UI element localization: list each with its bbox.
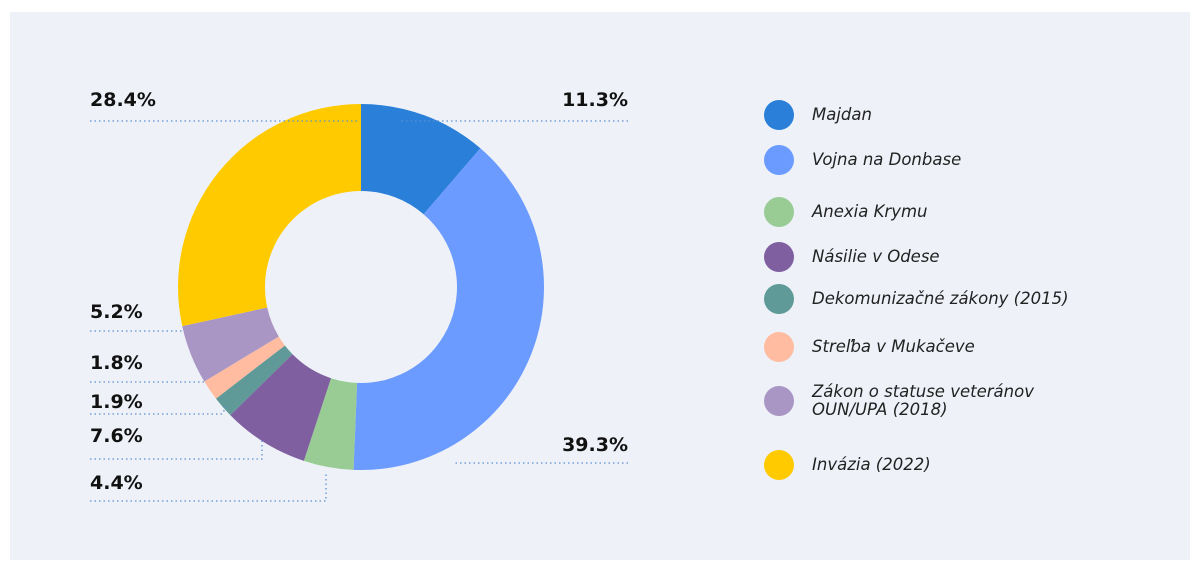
slice [177,104,361,327]
legend-label: Zákon o statuse veteránov OUN/UPA (2018) [812,382,1034,419]
slice [204,336,285,399]
legend-item: Majdan [764,100,1104,130]
legend-swatch [764,242,794,272]
value-label: 39.3% [562,434,628,456]
legend-item: Dekomunizačné zákony (2015) [764,284,1104,314]
legend-label: Vojna na Donbase [812,150,962,169]
legend-item: Streľba v Mukačeve [764,332,1104,362]
legend-swatch [764,332,794,362]
leader-line [90,403,229,415]
slice [303,378,358,470]
value-label: 11.3% [562,89,628,111]
legend-item: Zákon o statuse veteránov OUN/UPA (2018) [764,383,1104,419]
value-label: 5.2% [90,301,143,323]
value-label: 28.4% [90,89,156,111]
legend-swatch [764,197,794,227]
value-label: 4.4% [90,472,143,494]
legend-swatch [764,386,794,416]
legend-item: Násilie v Odese [764,242,1104,272]
slice [182,307,279,382]
legend-item: Invázia (2022) [764,450,1104,480]
legend-swatch [764,100,794,130]
legend-label: Majdan [812,105,872,124]
legend-label: Streľba v Mukačeve [812,337,975,356]
legend-label: Invázia (2022) [812,455,931,474]
legend-item: Vojna na Donbase [764,145,1104,175]
slice [361,104,481,215]
legend-swatch [764,284,794,314]
legend-label: Anexia Krymu [812,202,928,221]
legend-item: Anexia Krymu [764,197,1104,227]
legend-label: Dekomunizačné zákony (2015) [812,289,1069,308]
value-label: 7.6% [90,425,143,447]
slice [215,345,293,416]
slice [230,354,332,461]
legend-swatch [764,145,794,175]
leader-line [90,440,263,460]
legend-label: Násilie v Odese [812,247,940,266]
slice [353,148,544,471]
value-label: 1.8% [90,352,143,374]
value-label: 1.9% [90,391,143,413]
legend-swatch [764,450,794,480]
